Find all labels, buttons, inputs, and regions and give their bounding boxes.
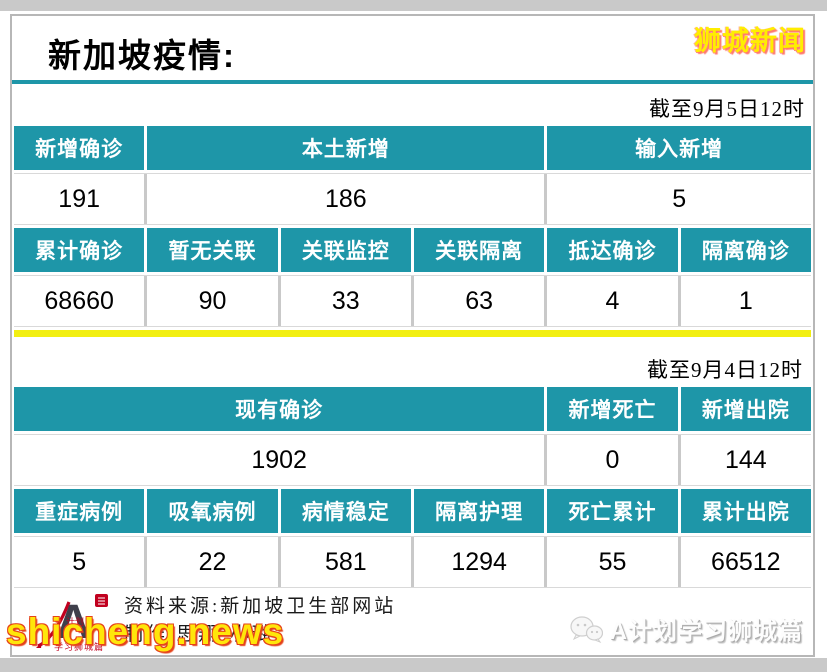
value-isolation-care: 1294: [413, 537, 545, 587]
value-active-cases: 1902: [14, 435, 545, 485]
infographic-card: 狮城新闻 新加坡疫情: 截至9月5日12时 新增确诊 本土新增 输入新增 191…: [10, 14, 815, 657]
value-arrival-confirmed: 4: [547, 276, 678, 326]
table3-header-new-deaths: 新增死亡: [547, 387, 678, 431]
value-total-deaths: 55: [547, 537, 678, 587]
watermark-text: A计划学习狮城篇: [609, 618, 803, 645]
footer-credits: 资料来源:新加坡卫生部网站 制作:思翔•小璐: [124, 593, 396, 649]
wechat-icon: [570, 615, 603, 643]
value-total-discharged: 66512: [680, 537, 811, 587]
table2-header-cumulative: 累计确诊: [14, 228, 145, 272]
value-linked-quarantine: 63: [413, 276, 545, 326]
table1-header-imported-new: 输入新增: [547, 126, 811, 170]
value-imported-new: 5: [547, 174, 811, 224]
table4-value-row: 5 22 581 1294 55 66512: [14, 536, 811, 588]
section-divider-yellow: [14, 330, 811, 337]
table2-header-quarantine-confirmed: 隔离确诊: [680, 228, 811, 272]
value-new-cases: 191: [14, 174, 145, 224]
source-line: 资料来源:新加坡卫生部网站: [124, 596, 397, 617]
asof-date-sep5: 截至9月5日12时: [649, 97, 805, 121]
table1-value-row: 191 186 5: [14, 173, 811, 225]
table3-header-new-discharged: 新增出院: [680, 387, 811, 431]
table1-header-local-new: 本土新增: [147, 126, 545, 170]
table4-header-severe: 重症病例: [14, 489, 145, 533]
value-new-deaths: 0: [547, 435, 678, 485]
table4-header-isolation-care: 隔离护理: [413, 489, 545, 533]
table4-header-oxygen: 吸氧病例: [147, 489, 278, 533]
table2-header-linked-quarantine: 关联隔离: [413, 228, 545, 272]
table1-header-new-cases: 新增确诊: [14, 126, 145, 170]
table2-header-row: 累计确诊 暂无关联 关联监控 关联隔离 抵达确诊 隔离确诊: [14, 228, 811, 272]
table4-header-row: 重症病例 吸氧病例 病情稳定 隔离护理 死亡累计 累计出院: [14, 489, 811, 533]
bottom-border-strip: [0, 658, 827, 672]
table4-header-total-discharged: 累计出院: [680, 489, 811, 533]
table2-header-linked-surveillance: 关联监控: [280, 228, 411, 272]
site-url: shicheng.news: [6, 611, 285, 652]
table4-header-total-deaths: 死亡累计: [547, 489, 678, 533]
value-stable: 581: [280, 537, 411, 587]
asof-date-sep4: 截至9月4日12时: [647, 358, 803, 382]
credit-line: 制作:思翔•小璐: [124, 624, 274, 645]
wechat-watermark: A计划学习狮城篇: [569, 611, 803, 646]
value-severe: 5: [14, 537, 145, 587]
logo-caption: 学习狮城篇: [54, 641, 104, 652]
logo-seal-marks: [98, 597, 105, 605]
logo-letter: A: [56, 596, 91, 649]
value-linked-surveillance: 33: [280, 276, 411, 326]
title-underline: [12, 80, 813, 84]
tables-area: 新增确诊 本土新增 输入新增 191 186 5 累计确诊 暂无关联 关联监控 …: [12, 126, 813, 588]
table3-header-row: 现有确诊 新增死亡 新增出院: [14, 387, 811, 431]
table3-header-active-cases: 现有确诊: [14, 387, 545, 431]
value-cumulative: 68660: [14, 276, 145, 326]
brand-watermark: 狮城新闻: [694, 26, 806, 56]
table4-header-stable: 病情稳定: [280, 489, 411, 533]
page-title: 新加坡疫情:: [48, 37, 236, 74]
table2-value-row: 68660 90 33 63 4 1: [14, 275, 811, 327]
value-local-new: 186: [147, 174, 545, 224]
value-new-discharged: 144: [680, 435, 811, 485]
table2-header-arrival-confirmed: 抵达确诊: [547, 228, 678, 272]
logo-swoosh-tip: [36, 642, 42, 648]
table3-value-row: 1902 0 144: [14, 434, 811, 486]
table1-header-row: 新增确诊 本土新增 输入新增: [14, 126, 811, 170]
value-quarantine-confirmed: 1: [680, 276, 811, 326]
table2-header-unlinked: 暂无关联: [147, 228, 278, 272]
value-unlinked: 90: [147, 276, 278, 326]
a-plan-logo: A 计划 学习狮城篇: [36, 594, 108, 652]
footer: A 计划 学习狮城篇 资料来源:新加坡卫生部网站 制作:思翔•小璐 A计划学习狮…: [12, 592, 813, 654]
logo-plan-text: 计划: [66, 616, 84, 627]
value-oxygen: 22: [147, 537, 278, 587]
top-border-strip: [0, 0, 827, 11]
